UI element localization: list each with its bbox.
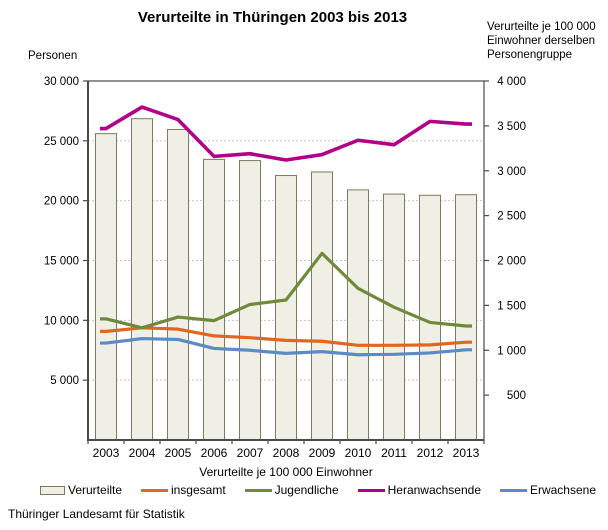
bar-2006 [202,158,226,441]
right-tick-label: 1 000 [497,345,526,357]
bar-2007 [238,160,262,441]
year-label: 2005 [165,446,192,460]
year-label: 2007 [237,446,264,460]
legend-item-Heranwachsende: Heranwachsende [357,483,482,497]
legend-label: Erwachsene [529,483,596,497]
year-label: 2006 [201,446,228,460]
x-axis-title: Verurteilte je 100 000 Einwohner [199,465,373,479]
year-label: 2010 [345,446,372,460]
legend-swatch-bar [40,485,65,495]
right-tick-label: 500 [507,390,526,402]
legend-item-Jugendliche: Jugendliche [244,483,339,497]
legend-item-insgesamt: insgesamt [140,483,226,497]
year-label: 2011 [381,446,407,460]
right-tick-label: 4 000 [497,76,526,88]
legend-label: insgesamt [170,483,226,497]
year-label: 2003 [93,446,120,460]
legend-swatch-line [244,488,272,492]
legend-label: Verurteilte [68,483,123,497]
legend-swatch-line [357,488,385,492]
right-axis-unit-label: Verurteilte je 100 000 Einwohner derselb… [487,21,596,61]
year-label: 2012 [417,446,444,460]
line-Erwachsene [100,336,472,357]
right-tick-label: 3 500 [497,121,526,133]
year-label: 2009 [309,446,336,460]
right-tick-label: 2 000 [497,256,526,268]
bar-2008 [274,175,298,441]
year-label: 2008 [273,446,300,460]
legend-swatch-line [499,488,527,492]
legend-label: Heranwachsende [387,483,482,497]
right-tick-label: 1 500 [497,300,526,312]
source-note: Thüringer Landesamt für Statistik [8,507,185,521]
legend-item-Erwachsene: Erwachsene [499,483,596,497]
bar-2004 [130,118,154,441]
right-tick-label: 3 000 [497,166,526,178]
left-tick-label: 20 000 [44,196,79,208]
left-tick-label: 5 000 [50,375,79,387]
chart-title: Verurteilte in Thüringen 2003 bis 2013 [137,9,408,26]
left-axis-unit-label: Personen [28,50,78,62]
legend-item-Verurteilte: Verurteilte [40,483,122,497]
bar-2010 [346,189,370,441]
right-tick-label: 2 500 [497,211,526,223]
left-tick-label: 25 000 [44,136,79,148]
left-tick-label: 15 000 [44,256,79,268]
line-Heranwachsende [100,105,472,162]
left-tick-label: 30 000 [44,76,79,88]
year-label: 2004 [129,446,156,460]
legend-label: Jugendliche [274,483,339,497]
year-label: 2013 [453,446,480,460]
bar-2011 [382,193,406,441]
line-Jugendliche [100,251,472,330]
bar-2009 [310,171,334,441]
legend-swatch-line [140,488,168,492]
left-tick-label: 10 000 [44,315,79,327]
bar-2003 [94,133,118,441]
bar-2005 [166,128,190,441]
legend: Verurteilte insgesamt Jugendliche Heranwach… [40,482,596,498]
bar-2013 [454,194,478,441]
